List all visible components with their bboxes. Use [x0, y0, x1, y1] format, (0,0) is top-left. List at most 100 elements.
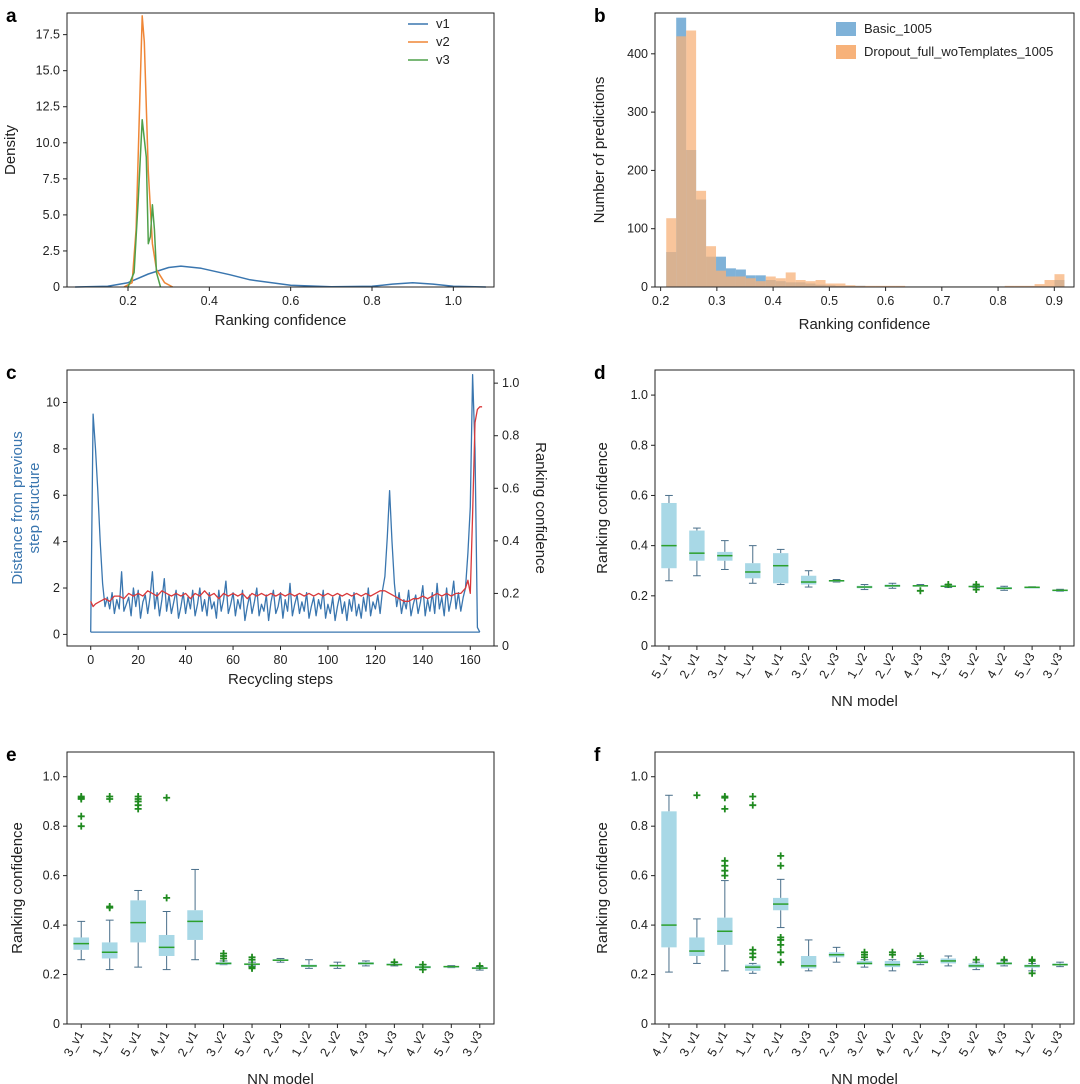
- panel-c-frame: [66, 369, 495, 647]
- panel-c-ytick-right-label: 0.2: [502, 586, 519, 600]
- panel-f-xtick-label: 4_v2: [872, 1028, 898, 1059]
- box-outlier: [693, 791, 701, 799]
- box-iqr-5_v1: [661, 502, 677, 569]
- box-iqr-2_v1: [187, 910, 203, 940]
- panel-d-boxplot: 0 0.2 0.4 0.6 0.8 1.0 5_v1 2_v1 3_v1 1_v1 4_v1 3_v2…: [594, 363, 1075, 710]
- legend-swatch-Dropout_full_woTemplates_1005: [836, 45, 856, 59]
- histogram-bar-Dropout_full_woTemplates_1005: [1054, 274, 1065, 287]
- panel-d-ytick-label: 0.2: [631, 589, 648, 603]
- box-outlier: [163, 794, 171, 802]
- legend-label-v2: v2: [436, 34, 450, 49]
- panel-e-xtick-label: 5_v3: [431, 1028, 457, 1059]
- panel-d-xtick-label: 2_v1: [677, 650, 703, 681]
- box-outlier: [777, 948, 785, 956]
- box-outlier: [777, 958, 785, 966]
- panel-d-xtick-label: 2_v2: [872, 650, 898, 681]
- panel-c-ylabel-left: Distance from previousstep structure: [9, 431, 43, 584]
- panel-e-xlabel: NN model: [247, 1071, 314, 1084]
- panel-c-ytick-right-label: 0: [502, 639, 509, 653]
- histogram-bar-Dropout_full_woTemplates_1005: [765, 276, 776, 287]
- panel-f-xtick-label: 5_v3: [1040, 1028, 1066, 1059]
- box-iqr-1_v1: [101, 942, 118, 959]
- box-outlier: [77, 812, 85, 820]
- histogram-bar-Dropout_full_woTemplates_1005: [895, 285, 906, 287]
- recycling-line-ranking-confidence: [90, 406, 483, 608]
- box-iqr-4_v1: [773, 553, 789, 584]
- panel-d-xtick-label: 5_v1: [649, 650, 675, 681]
- panel-b-ytick-label: 300: [627, 105, 648, 119]
- panel-d-xtick-label: 3_v3: [1040, 650, 1066, 681]
- box-outlier: [861, 948, 868, 956]
- box-outlier: [749, 793, 757, 801]
- panel-c-ylabel-line: step structure: [26, 463, 43, 554]
- panel-label-e: e: [6, 745, 17, 766]
- legend-label-Basic_1005: Basic_1005: [864, 21, 932, 36]
- histogram-bar-Dropout_full_woTemplates_1005: [835, 283, 846, 287]
- histogram-bar-Dropout_full_woTemplates_1005: [865, 285, 876, 287]
- panel-a-ytick-label: 2.5: [43, 244, 60, 258]
- panel-b-xtick-label: 0.5: [821, 294, 838, 308]
- panel-f-xtick-label: 2_v3: [816, 1028, 842, 1059]
- panel-e-ytick-label: 0.4: [43, 918, 60, 932]
- panel-e-xtick-label: 5_v2: [232, 1028, 258, 1059]
- box-outlier: [777, 862, 785, 870]
- box-outlier: [916, 587, 924, 595]
- panel-c-ylabel-right: Ranking confidence: [532, 442, 549, 574]
- panel-d-ytick-label: 1.0: [631, 388, 648, 402]
- panel-a-ytick-label: 0: [53, 280, 60, 294]
- panel-f-xtick-label: 3_v3: [789, 1028, 815, 1059]
- panel-e-xtick-label: 2_v2: [317, 1028, 343, 1059]
- box-outlier: [721, 793, 729, 801]
- box-iqr-4_v1: [158, 934, 175, 956]
- panel-label-a: a: [6, 6, 17, 27]
- histogram-bar-Dropout_full_woTemplates_1005: [815, 280, 826, 287]
- box-outlier: [888, 948, 896, 956]
- panel-d-frame: [654, 369, 1075, 647]
- panel-c-recycling-chart: 0 20 40 60 80 100 120 140 160024681000.20.40.60.…: [6, 363, 549, 688]
- panel-b-xtick-label: 0.6: [877, 294, 894, 308]
- panel-d-ytick-label: 0.8: [631, 438, 648, 452]
- box-outlier: [77, 793, 85, 801]
- panel-c-ytick-label: 8: [53, 442, 60, 456]
- panel-c-ytick-right-label: 1.0: [502, 376, 519, 390]
- box-outlier: [1000, 956, 1008, 964]
- panel-f-ytick-label: 0.6: [631, 869, 648, 883]
- box-outlier: [248, 953, 256, 961]
- panel-b-xtick-label: 0.2: [652, 294, 669, 308]
- histogram-bar-Dropout_full_woTemplates_1005: [775, 278, 786, 287]
- panel-c-ytick-right-label: 0.6: [502, 481, 519, 495]
- histogram-bar-Dropout_full_woTemplates_1005: [716, 270, 726, 287]
- panel-c-xtick-label: 40: [179, 653, 193, 667]
- panel-e-xtick-label: 3_v3: [460, 1028, 486, 1059]
- histogram-bar-Dropout_full_woTemplates_1005: [885, 285, 896, 287]
- panel-a-ytick-label: 5.0: [43, 208, 60, 222]
- panel-a-frame: [66, 12, 495, 288]
- panel-f-ytick-label: 0: [641, 1017, 648, 1031]
- panel-f-xlabel: NN model: [831, 1071, 898, 1084]
- box-outlier: [106, 903, 114, 911]
- panel-c-ylabel-line: Distance from previous: [9, 431, 26, 584]
- panel-e-xtick-label: 1_v3: [374, 1028, 400, 1059]
- box-outlier: [106, 793, 114, 801]
- panel-label-b: b: [594, 6, 606, 27]
- panel-d-ylabel: Ranking confidence: [594, 442, 611, 574]
- panel-e-xtick-label: 4_v1: [147, 1028, 173, 1059]
- histogram-bar-Dropout_full_woTemplates_1005: [855, 285, 866, 287]
- panel-a-ytick-label: 15.0: [36, 64, 60, 78]
- panel-b-ytick-label: 0: [641, 280, 648, 294]
- panel-b-xtick-label: 0.9: [1046, 294, 1063, 308]
- panel-b-ytick-label: 100: [627, 222, 648, 236]
- panel-d-xtick-label: 2_v3: [816, 650, 842, 681]
- box-iqr-3_v2: [800, 575, 817, 585]
- box-iqr-2_v1: [689, 530, 705, 561]
- panel-b-xtick-label: 0.7: [933, 294, 950, 308]
- box-outlier: [944, 581, 952, 589]
- histogram-bar-Dropout_full_woTemplates_1005: [696, 190, 707, 287]
- box-outlier: [419, 961, 427, 969]
- box-outlier: [476, 962, 484, 970]
- panel-d-xtick-label: 1_v3: [928, 650, 954, 681]
- histogram-bar-Dropout_full_woTemplates_1005: [735, 276, 746, 287]
- panel-f-xtick-label: 2_v2: [900, 1028, 926, 1059]
- box-outlier: [721, 805, 729, 813]
- panel-d-ytick-label: 0.4: [631, 539, 648, 553]
